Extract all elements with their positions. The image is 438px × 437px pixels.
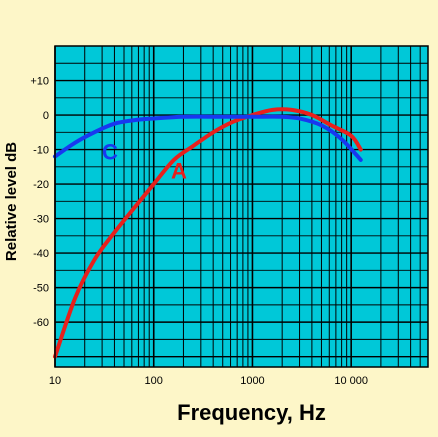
y-tick-label: 0 [43,110,49,122]
y-tick-label: -40 [33,248,49,260]
series-label-c: C [102,139,118,164]
y-tick-labels: +10 0 -10 -20 -30 -40 -50 -60 [30,76,49,330]
plot-frame [54,45,429,368]
y-tick-label: -50 [33,283,49,295]
y-tick-label: +10 [30,76,49,88]
series-layer: AC [53,107,363,359]
plot-area [55,46,428,367]
series-line-c [53,114,363,162]
y-tick-label: -10 [33,145,49,157]
y-tick-label: -60 [33,317,49,329]
x-tick-label: 1000 [240,375,264,387]
x-tick-labels: 10 100 1000 10 000 [49,375,368,387]
y-tick-label: -30 [33,214,49,226]
series-label-a: A [171,158,187,183]
x-tick-label: 10 000 [334,375,368,387]
x-axis-title: Frequency, Hz [177,400,326,425]
y-tick-label: -20 [33,179,49,191]
grid-lines [54,46,429,367]
x-tick-label: 100 [145,375,163,387]
y-axis-title: Relative level dB [3,142,20,261]
x-tick-label: 10 [49,375,61,387]
series-line-a [53,107,363,359]
